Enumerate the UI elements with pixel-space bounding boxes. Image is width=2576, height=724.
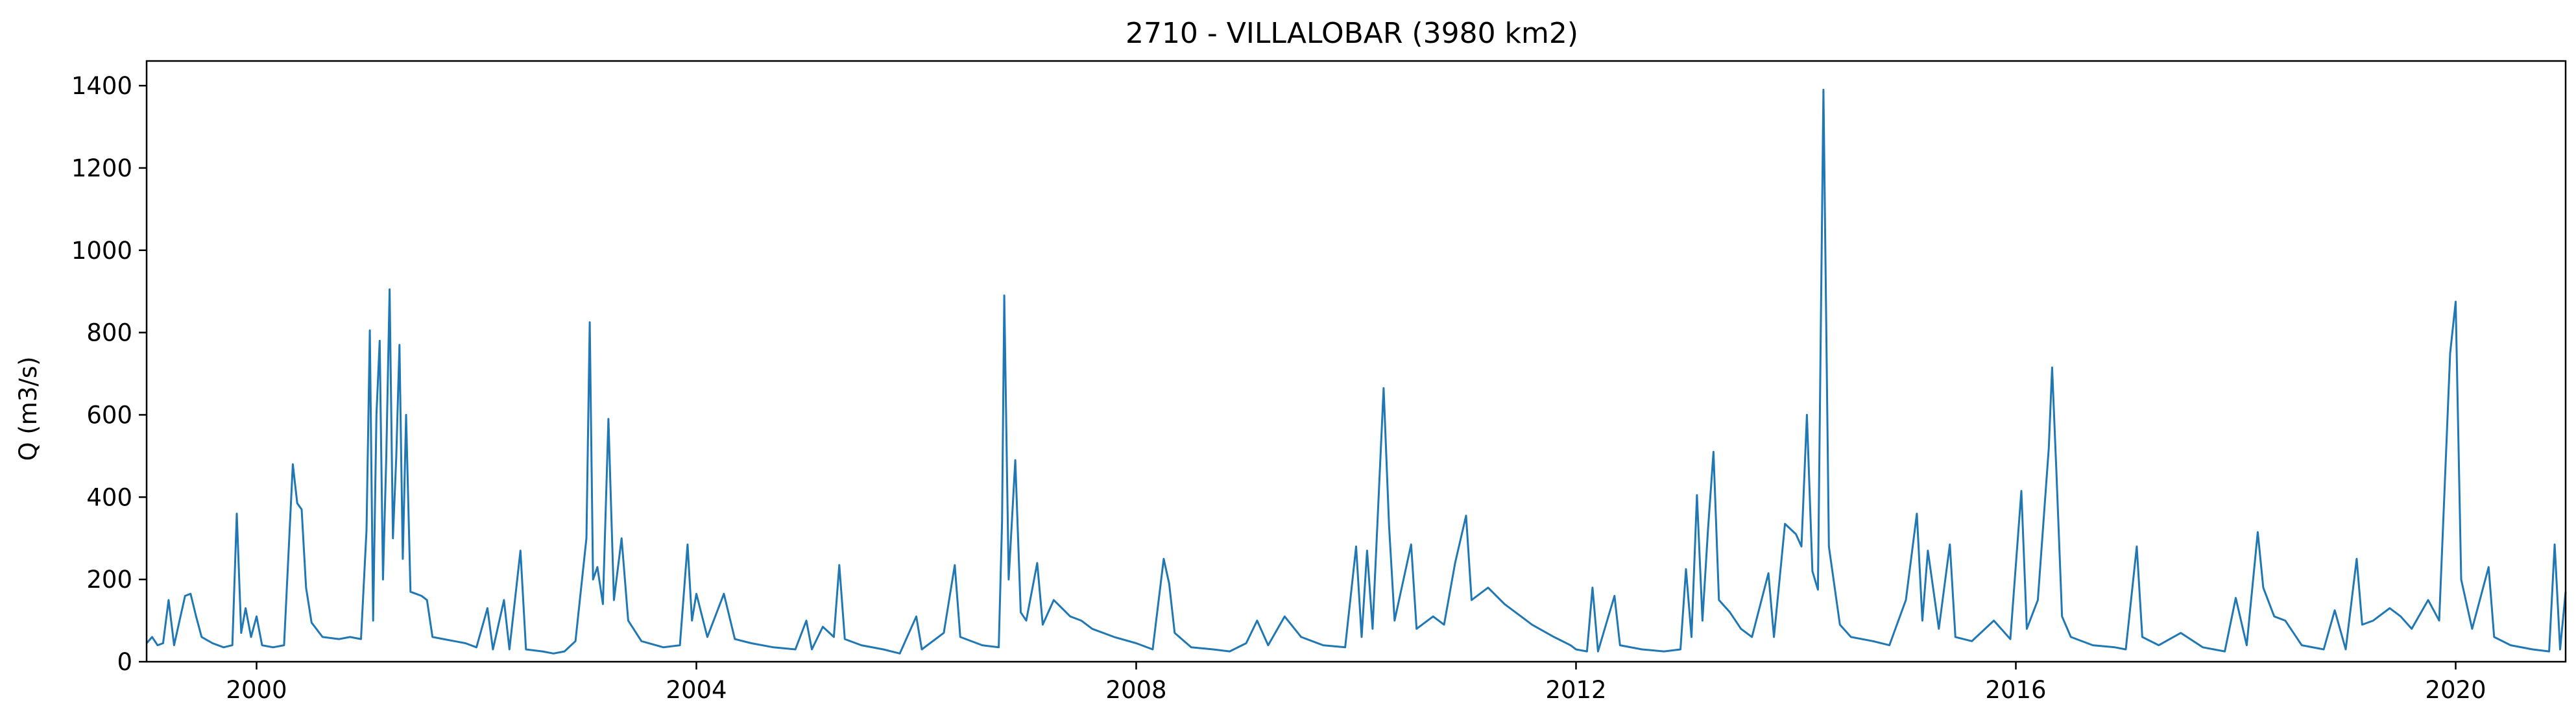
y-axis: 0 200 400 600 800 1000 1200 1400	[71, 72, 147, 676]
y-tick-label: 600	[86, 401, 132, 429]
y-tick-label: 200	[86, 566, 132, 594]
discharge-series-line	[147, 90, 2566, 653]
x-tick-label: 2016	[1985, 676, 2046, 704]
plot-frame	[147, 61, 2566, 662]
plot-area	[147, 61, 2566, 662]
y-axis-label: Q (m3/s)	[14, 356, 42, 461]
y-tick-label: 400	[86, 483, 132, 511]
y-tick-label: 0	[117, 648, 132, 676]
chart-title: 2710 - VILLALOBAR (3980 km2)	[1125, 17, 1578, 50]
x-axis: 2000 2004 2008 2012 2016 2020	[226, 662, 2486, 704]
y-tick-label: 1000	[71, 237, 132, 265]
x-tick-label: 2020	[2425, 676, 2486, 704]
y-tick-label: 1400	[71, 72, 132, 100]
x-tick-label: 2004	[666, 676, 727, 704]
x-tick-label: 2012	[1545, 676, 1606, 704]
x-tick-label: 2000	[226, 676, 287, 704]
y-tick-label: 1200	[71, 154, 132, 182]
y-tick-label: 800	[86, 319, 132, 347]
x-tick-label: 2008	[1105, 676, 1166, 704]
